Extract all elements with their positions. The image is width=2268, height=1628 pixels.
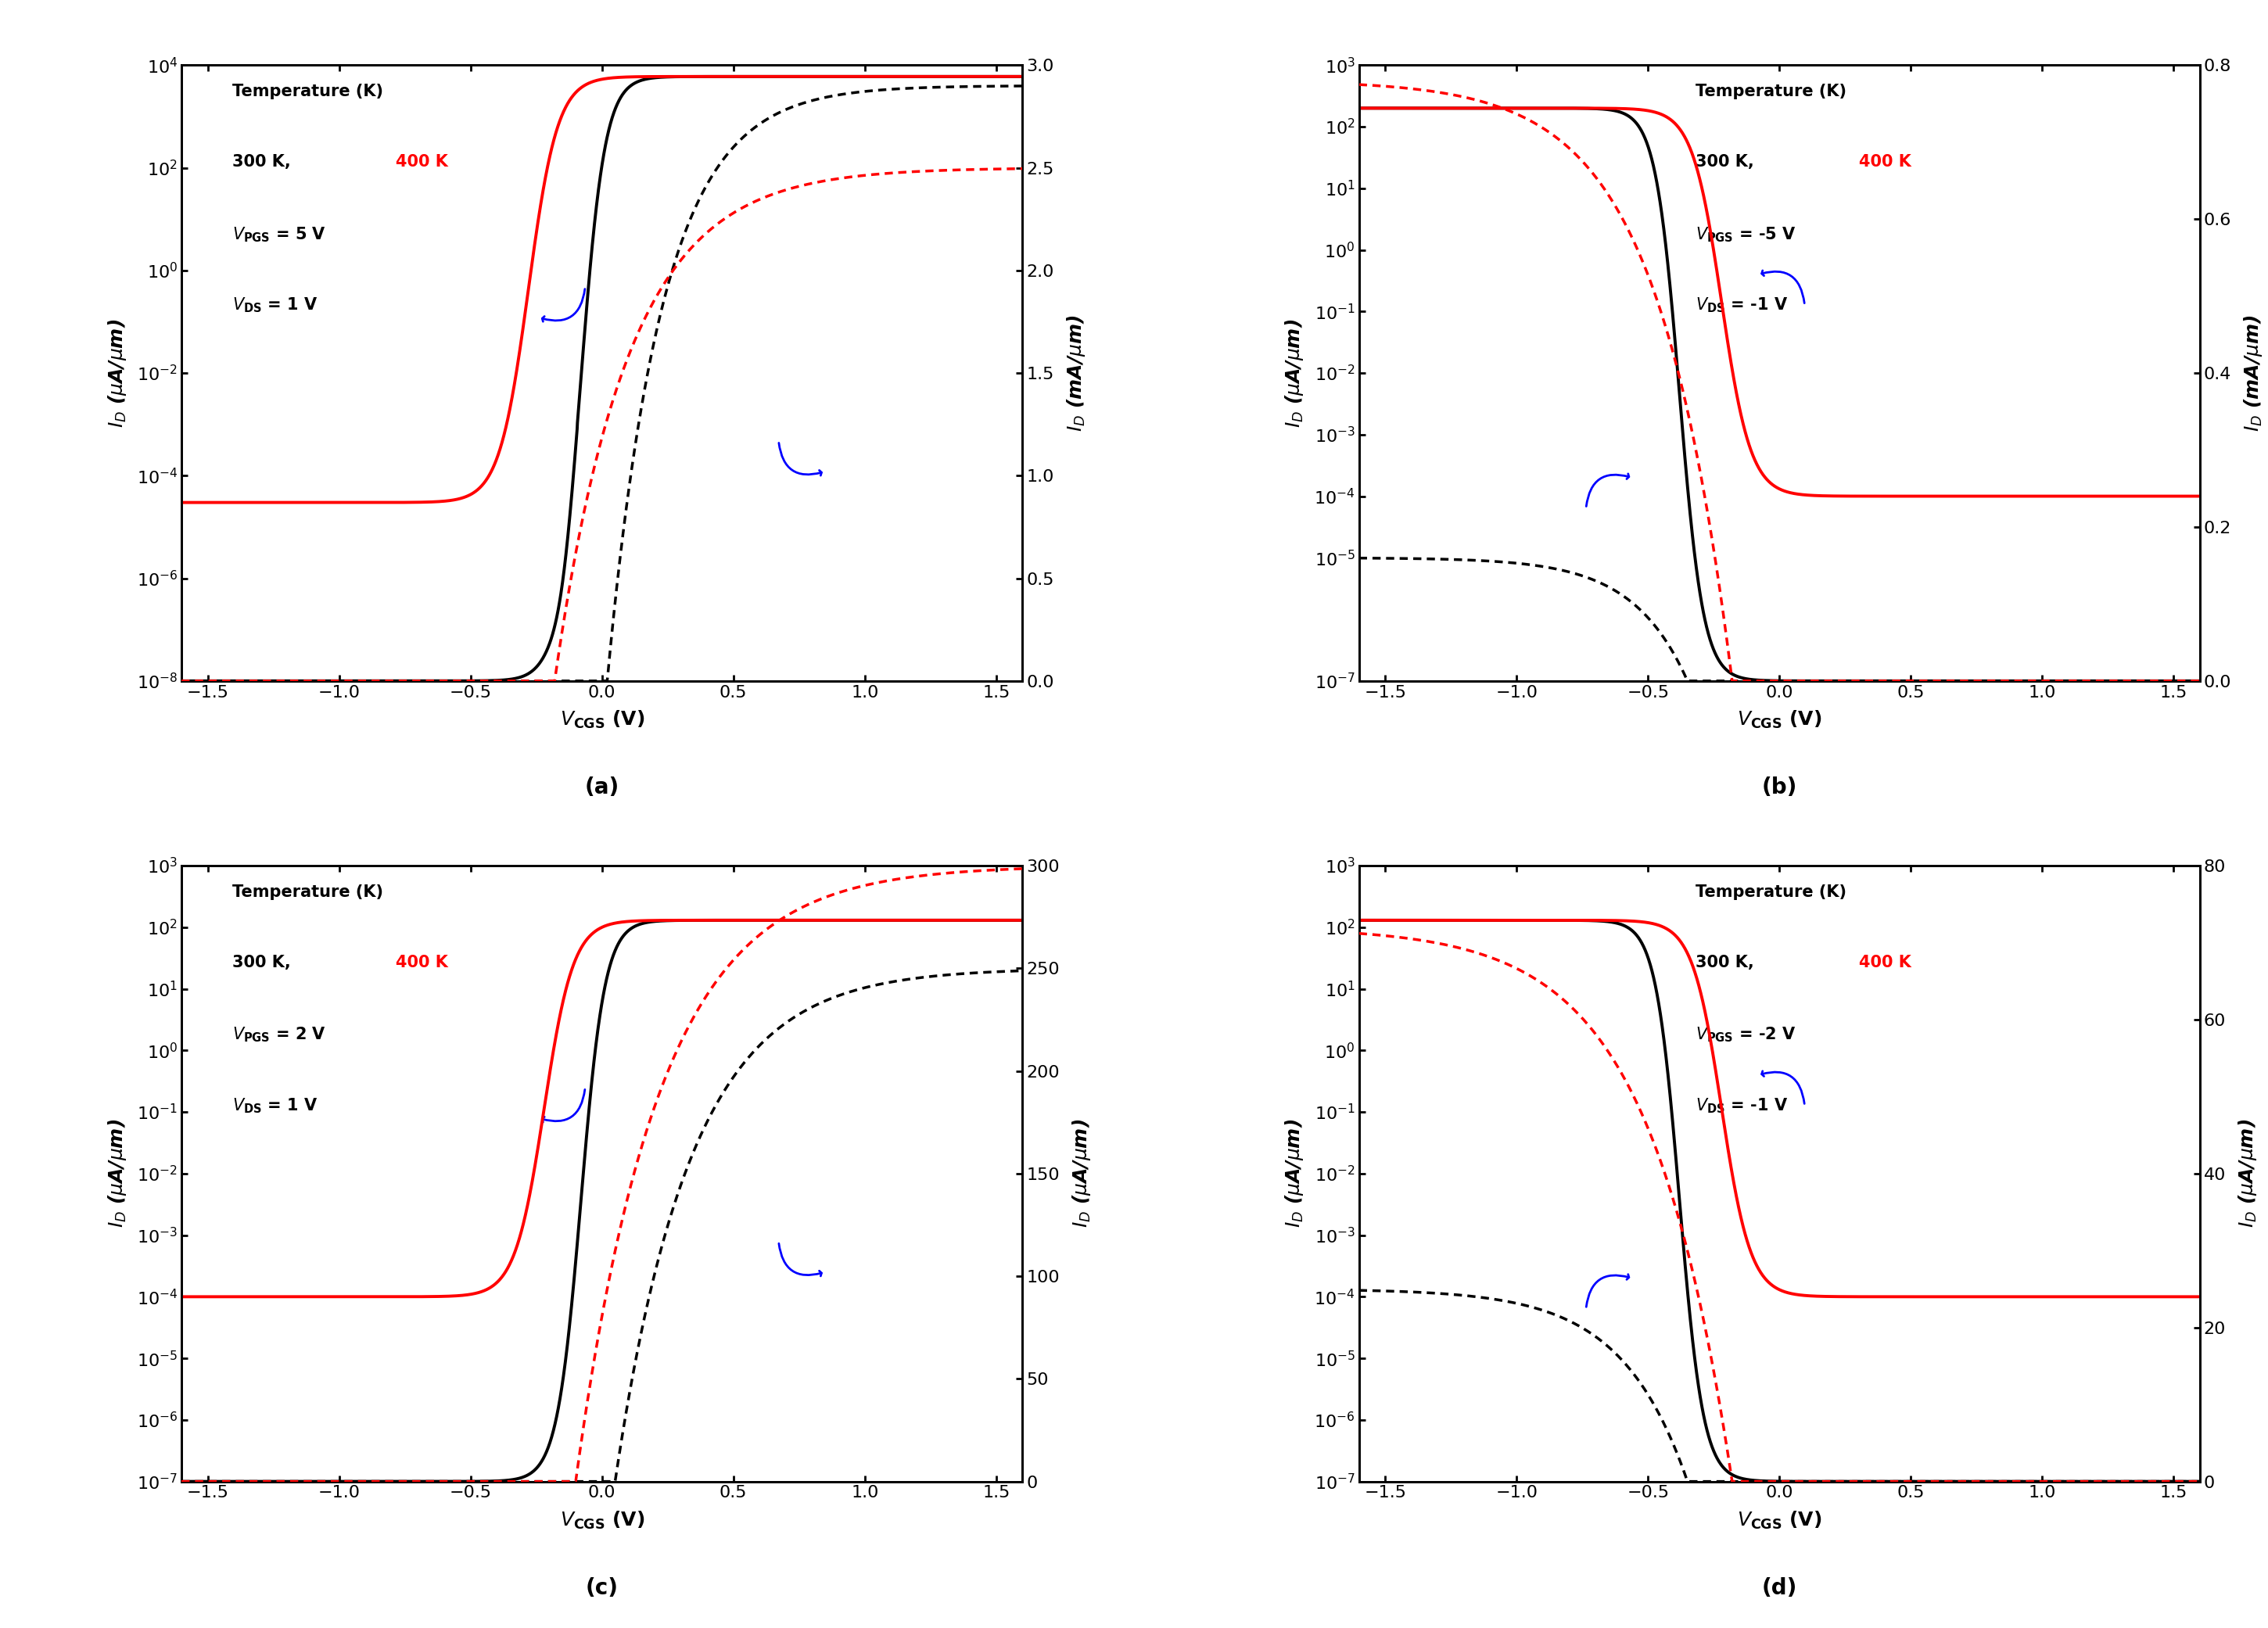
Text: $V_\mathregular{PGS}$ = -5 V: $V_\mathregular{PGS}$ = -5 V bbox=[1694, 225, 1796, 244]
Text: Temperature (K): Temperature (K) bbox=[1694, 83, 1846, 99]
Y-axis label: $I_D$ ($\mu$A/$\mu$m): $I_D$ ($\mu$A/$\mu$m) bbox=[107, 1118, 127, 1228]
Text: $V_\mathregular{DS}$ = 1 V: $V_\mathregular{DS}$ = 1 V bbox=[231, 1097, 318, 1115]
Text: 300 K,: 300 K, bbox=[231, 155, 297, 169]
Text: Temperature (K): Temperature (K) bbox=[231, 884, 383, 900]
Text: 400 K: 400 K bbox=[1860, 155, 1912, 169]
Y-axis label: $I_D$ ($\mu$A/$\mu$m): $I_D$ ($\mu$A/$\mu$m) bbox=[2236, 1118, 2259, 1228]
Text: $V_\mathregular{PGS}$ = 2 V: $V_\mathregular{PGS}$ = 2 V bbox=[231, 1026, 327, 1044]
Y-axis label: $I_D$ ($\mu$A/$\mu$m): $I_D$ ($\mu$A/$\mu$m) bbox=[107, 319, 127, 428]
X-axis label: $V_\mathregular{CGS}$ (V): $V_\mathregular{CGS}$ (V) bbox=[1737, 710, 1821, 731]
Y-axis label: $I_D$ (mA/$\mu$m): $I_D$ (mA/$\mu$m) bbox=[1066, 314, 1086, 431]
Text: (d): (d) bbox=[1762, 1578, 1796, 1599]
X-axis label: $V_\mathregular{CGS}$ (V): $V_\mathregular{CGS}$ (V) bbox=[1737, 1509, 1821, 1530]
Y-axis label: $I_D$ ($\mu$A/$\mu$m): $I_D$ ($\mu$A/$\mu$m) bbox=[1284, 1118, 1306, 1228]
Text: $V_\mathregular{DS}$ = -1 V: $V_\mathregular{DS}$ = -1 V bbox=[1694, 1097, 1787, 1115]
Text: 300 K,: 300 K, bbox=[1694, 155, 1760, 169]
Text: $V_\mathregular{PGS}$ = -2 V: $V_\mathregular{PGS}$ = -2 V bbox=[1694, 1026, 1796, 1044]
Y-axis label: $I_D$ ($\mu$A/$\mu$m): $I_D$ ($\mu$A/$\mu$m) bbox=[1070, 1118, 1093, 1228]
Y-axis label: $I_D$ (mA/$\mu$m): $I_D$ (mA/$\mu$m) bbox=[2243, 314, 2263, 431]
Text: (c): (c) bbox=[585, 1578, 619, 1599]
Text: $V_\mathregular{DS}$ = 1 V: $V_\mathregular{DS}$ = 1 V bbox=[231, 296, 318, 314]
Text: (b): (b) bbox=[1762, 777, 1796, 798]
Text: Temperature (K): Temperature (K) bbox=[1694, 884, 1846, 900]
Text: 300 K,: 300 K, bbox=[231, 956, 297, 970]
Text: 400 K: 400 K bbox=[397, 155, 449, 169]
X-axis label: $V_\mathregular{CGS}$ (V): $V_\mathregular{CGS}$ (V) bbox=[560, 1509, 644, 1530]
X-axis label: $V_\mathregular{CGS}$ (V): $V_\mathregular{CGS}$ (V) bbox=[560, 710, 644, 731]
Text: $V_\mathregular{PGS}$ = 5 V: $V_\mathregular{PGS}$ = 5 V bbox=[231, 225, 327, 244]
Text: 300 K,: 300 K, bbox=[1694, 956, 1760, 970]
Y-axis label: $I_D$ ($\mu$A/$\mu$m): $I_D$ ($\mu$A/$\mu$m) bbox=[1284, 319, 1306, 428]
Text: 400 K: 400 K bbox=[397, 956, 449, 970]
Text: 400 K: 400 K bbox=[1860, 956, 1912, 970]
Text: (a): (a) bbox=[585, 777, 619, 798]
Text: Temperature (K): Temperature (K) bbox=[231, 83, 383, 99]
Text: $V_\mathregular{DS}$ = -1 V: $V_\mathregular{DS}$ = -1 V bbox=[1694, 296, 1787, 314]
